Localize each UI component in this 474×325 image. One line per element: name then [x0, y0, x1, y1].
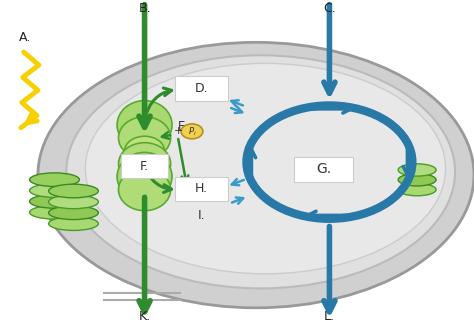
Ellipse shape — [48, 195, 99, 209]
Ellipse shape — [117, 152, 172, 201]
Ellipse shape — [48, 184, 99, 198]
Text: H.: H. — [195, 182, 208, 195]
FancyBboxPatch shape — [294, 157, 353, 182]
FancyBboxPatch shape — [175, 177, 228, 201]
Text: K.: K. — [138, 310, 151, 323]
Ellipse shape — [48, 206, 99, 220]
Ellipse shape — [85, 63, 446, 274]
Ellipse shape — [118, 169, 171, 211]
Ellipse shape — [30, 173, 80, 187]
Ellipse shape — [66, 55, 455, 288]
Ellipse shape — [398, 164, 436, 176]
Ellipse shape — [125, 136, 164, 165]
Ellipse shape — [117, 101, 172, 149]
Ellipse shape — [118, 117, 171, 159]
Circle shape — [181, 124, 203, 139]
Ellipse shape — [30, 195, 80, 208]
Text: D.: D. — [195, 82, 208, 95]
Text: B.: B. — [138, 2, 151, 15]
Text: A.: A. — [18, 31, 31, 44]
Text: C.: C. — [323, 2, 336, 15]
Text: E.: E. — [178, 120, 189, 133]
Text: +: + — [174, 126, 183, 136]
Ellipse shape — [118, 143, 171, 185]
FancyBboxPatch shape — [121, 154, 168, 178]
Text: $P_i$: $P_i$ — [188, 125, 196, 137]
Ellipse shape — [30, 205, 80, 219]
FancyBboxPatch shape — [175, 76, 228, 101]
Ellipse shape — [398, 174, 436, 186]
Ellipse shape — [38, 42, 474, 308]
Text: I.: I. — [198, 209, 205, 222]
Text: G.: G. — [316, 162, 331, 176]
Ellipse shape — [48, 217, 99, 230]
Text: L.: L. — [324, 310, 335, 323]
Text: F.: F. — [140, 160, 149, 173]
Ellipse shape — [30, 184, 80, 197]
Ellipse shape — [398, 184, 436, 196]
